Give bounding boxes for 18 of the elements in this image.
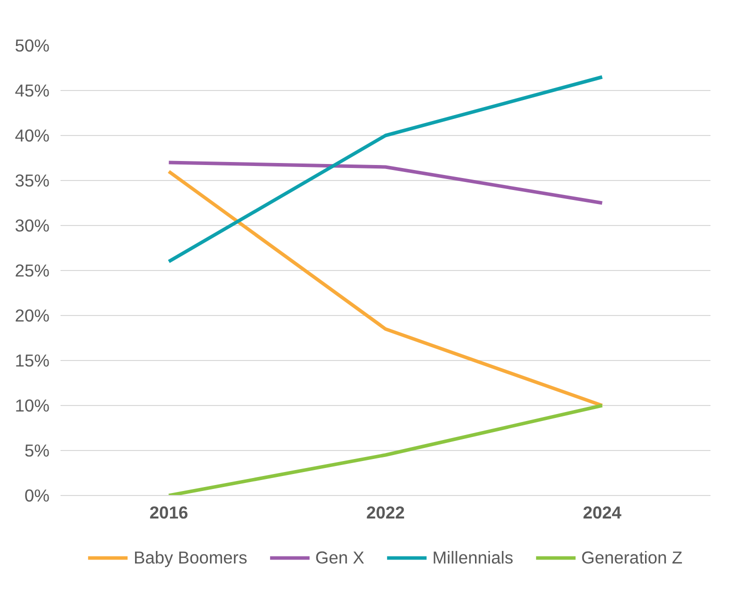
y-tick-label: 30% [14, 216, 50, 236]
y-tick-label: 10% [14, 396, 50, 416]
x-tick-label: 2016 [150, 502, 188, 522]
y-tick-label: 25% [14, 260, 50, 280]
y-tick-label: 35% [14, 170, 50, 190]
y-tick-label: 40% [14, 126, 50, 146]
x-tick-label: 2024 [582, 502, 622, 522]
legend-label: Millennials [432, 547, 514, 568]
y-tick-label: 15% [14, 350, 50, 370]
y-tick-label: 5% [24, 440, 50, 460]
y-tick-label: 45% [14, 80, 50, 100]
legend-label: Generation Z [581, 547, 682, 568]
y-tick-label: 20% [14, 306, 50, 326]
y-tick-label: 0% [24, 486, 50, 506]
legend-label: Baby Boomers [134, 547, 248, 568]
y-tick-label: 50% [14, 36, 50, 56]
x-tick-label: 2022 [366, 502, 405, 522]
legend-label: Gen X [315, 547, 364, 568]
